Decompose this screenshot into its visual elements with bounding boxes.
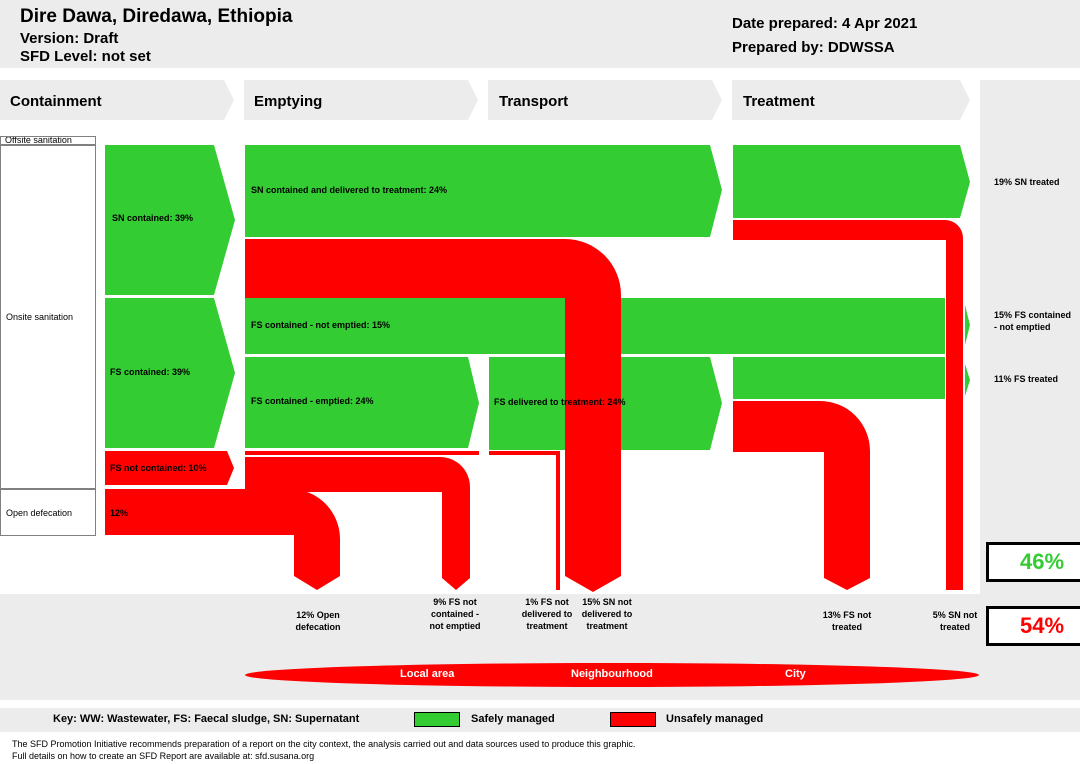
footer-line-1: The SFD Promotion Initiative recommends … [12, 739, 636, 749]
safe-total-value: 46% [1019, 549, 1065, 574]
arrow-fs-not-emptied [965, 305, 970, 345]
bottom-fs-not-contained: 9% FS not contained - not emptied [429, 597, 481, 631]
stage-treatment-label: Treatment [743, 93, 815, 110]
version-label: Version: Draft [20, 30, 119, 47]
open-defecation-label: Open defecation [6, 508, 73, 518]
bottom-sn-not-treated: 5% SN not treated [932, 610, 978, 632]
prepared-by-label: Prepared by: DDWSSA [732, 39, 895, 56]
outcome-sn-treated: 19% SN treated [994, 177, 1060, 187]
onsite-sanitation-box: Onsite sanitation [0, 145, 96, 489]
open-defecation-flow-label: 12% [110, 508, 129, 518]
flow-fs-not-contained [105, 451, 234, 485]
arrow-fs-treated [965, 364, 970, 396]
stage-emptying-chevron [244, 80, 478, 120]
area-city-label: City [785, 668, 806, 680]
unsafe-key-label: Unsafely managed [666, 713, 764, 725]
outcome-fs-treated: 11% FS treated [994, 374, 1059, 384]
fs-not-emptied-label: FS contained - not emptied: 15% [251, 320, 391, 330]
flow-fs-not-delivered [489, 451, 560, 590]
area-neighbourhood-label: Neighbourhood [571, 668, 653, 680]
flow-fs-emptied [245, 357, 479, 448]
flow-sn-not-delivered [245, 239, 621, 592]
stage-treatment-chevron [732, 80, 970, 120]
stage-transport-label: Transport [499, 93, 569, 110]
unsafe-total-badge: 54% [986, 606, 1080, 646]
bottom-sn-not-delivered: 15% SN not delivered to treatment [581, 597, 633, 631]
flow-fs-treated [733, 357, 945, 399]
date-prepared-label: Date prepared: 4 Apr 2021 [732, 15, 918, 32]
flow-fs-not-contained-not-emptied [245, 457, 470, 590]
safe-key-label: Safely managed [471, 713, 555, 725]
fs-contained-label: FS contained: 39% [110, 367, 191, 377]
flow-fs-contained [105, 298, 235, 448]
outcome-fs-not-emptied: 15% FS contained - not emptied [994, 310, 1072, 332]
flow-fs-not-treated [733, 401, 870, 590]
flow-sn-contained [105, 145, 235, 295]
stage-containment-label: Containment [10, 93, 102, 110]
footer-line-2: Full details on how to create an SFD Rep… [12, 751, 315, 761]
bottom-open-defecation: 12% Open defecation [295, 610, 341, 632]
key-text: Key: WW: Wastewater, FS: Faecal sludge, … [53, 713, 360, 725]
flow-open-defecation [105, 489, 340, 590]
bottom-fs-not-treated: 13% FS not treated [822, 610, 872, 632]
fs-emptied-label: FS contained - emptied: 24% [251, 396, 374, 406]
unsafe-total-value: 54% [1019, 613, 1065, 638]
stage-emptying-label: Emptying [254, 93, 323, 110]
page-title: Dire Dawa, Diredawa, Ethiopia [20, 6, 293, 27]
flow-sn-delivered [245, 145, 722, 237]
unsafe-swatch [610, 712, 656, 727]
stage-transport-chevron [488, 80, 722, 120]
onsite-sanitation-label: Onsite sanitation [6, 312, 74, 322]
stage-containment-chevron [0, 80, 234, 120]
offsite-sanitation-label: Offsite sanitation [5, 136, 72, 145]
open-defecation-box: Open defecation [0, 489, 96, 536]
safe-swatch [414, 712, 460, 727]
safe-total-badge: 46% [986, 542, 1080, 582]
flow-fs-emptied-loss [245, 451, 479, 455]
sfd-level-label: SFD Level: not set [20, 48, 151, 65]
fs-delivered-label: FS delivered to treatment: 24% [494, 397, 626, 407]
area-local-label: Local area [400, 668, 455, 680]
bottom-fs-not-delivered: 1% FS not delivered to treatment [521, 597, 573, 631]
flow-sn-treated [733, 145, 970, 218]
sn-contained-label: SN contained: 39% [112, 213, 194, 223]
sn-delivered-label: SN contained and delivered to treatment:… [251, 185, 448, 195]
area-ellipse [245, 663, 979, 687]
header-bar [0, 0, 1080, 68]
offsite-sanitation-box: Offsite sanitation [0, 136, 96, 145]
key-bar [0, 708, 1080, 732]
fs-not-contained-label: FS not contained: 10% [110, 463, 207, 473]
right-column-bg [980, 80, 1080, 594]
